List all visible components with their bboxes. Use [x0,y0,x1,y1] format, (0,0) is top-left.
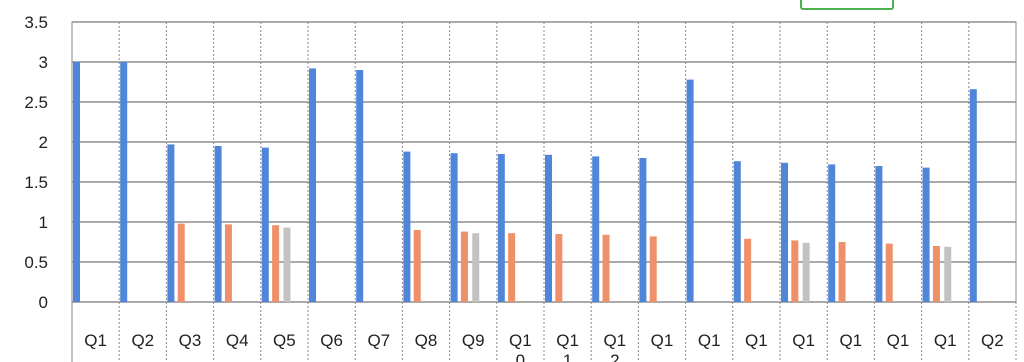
y-tick-label: 0.5 [24,253,48,272]
y-tick-label: 1.5 [24,173,48,192]
legend-fragment [800,0,894,10]
x-category-label-wrap: 1 [563,351,572,362]
y-axis-ticks: 0 0.5 1 1.5 2 2.5 3 3.5 [24,13,48,312]
x-category-label: Q4 [226,331,249,350]
bar [932,246,940,302]
bar [413,230,421,302]
bar [403,151,411,302]
bar [545,154,552,302]
bar [602,234,610,302]
bar [508,233,516,302]
bar [791,240,799,302]
x-category-label: Q1 [887,331,910,350]
y-tick-label: 2.5 [24,93,48,112]
bar [922,167,930,302]
x-category-label-wrap: 2 [610,351,619,362]
bar [592,156,600,302]
x-category-label: Q2 [131,331,154,350]
x-category-label: Q1 [698,331,721,350]
bar [356,70,364,302]
bars [73,62,977,303]
x-category-label: Q8 [415,331,438,350]
x-category-label: Q1 [934,331,957,350]
bar [224,224,232,302]
bar [120,62,128,302]
bar [639,158,647,302]
bar [272,225,280,302]
y-tick-label: 3 [39,53,48,72]
x-category-label: Q5 [273,331,296,350]
bar [649,236,657,302]
bar [177,223,185,302]
x-category-label: Q1 [792,331,815,350]
bar [555,234,563,302]
bar [733,161,741,302]
bar [460,231,468,302]
bar [309,68,316,303]
y-tick-label: 2 [39,133,48,152]
x-category-label: Q6 [320,331,343,350]
bar [744,238,752,302]
bar [828,164,836,302]
bar [450,153,458,302]
bar [969,89,977,302]
bar [875,166,883,302]
x-category-label: Q1 [745,331,768,350]
x-category-label-wrap: 0 [516,351,525,362]
bar [214,146,222,302]
bar [944,246,952,302]
x-category-label: Q1 [839,331,862,350]
bar [73,62,80,302]
y-tick-label: 0 [39,293,48,312]
bar [472,233,480,302]
x-category-label: Q2 [981,331,1004,350]
bar [497,154,505,302]
bar [802,242,810,302]
gridlines [71,21,1017,362]
bar [686,79,694,302]
bar [781,162,788,302]
bar [261,147,269,302]
x-category-label: Q1 [556,331,579,350]
x-category-label: Q1 [651,331,674,350]
bar [167,144,175,302]
bar [838,242,846,302]
y-tick-label: 3.5 [24,13,48,32]
x-category-label: Q1 [509,331,532,350]
bar [283,227,291,302]
x-category-label: Q3 [179,331,202,350]
x-category-label: Q1 [603,331,626,350]
x-category-label: Q1 [84,331,107,350]
x-category-label: Q9 [462,331,485,350]
x-category-label: Q7 [367,331,390,350]
bar [885,243,893,302]
y-tick-label: 1 [39,213,48,232]
